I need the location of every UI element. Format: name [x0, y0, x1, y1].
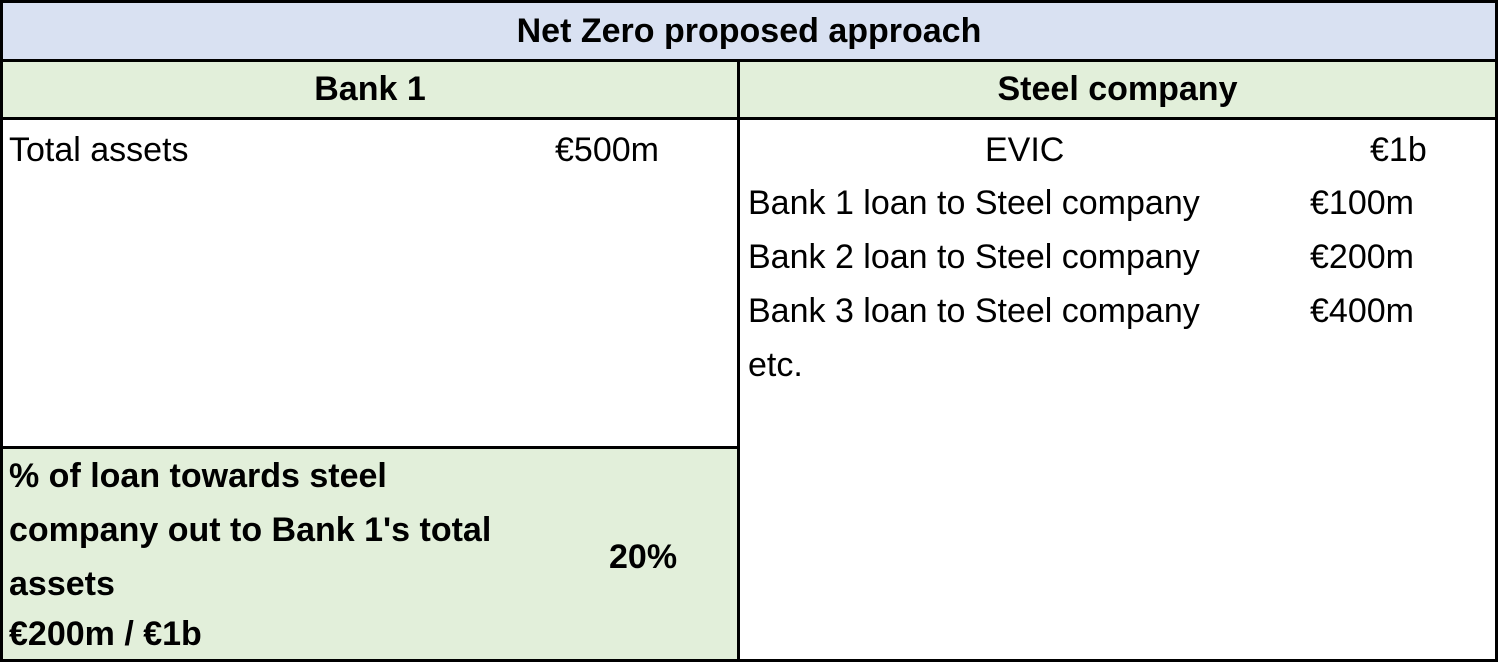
loan-row-3-value: €400m	[1310, 292, 1414, 330]
bank-column-header-cell[interactable]: Bank 1	[0, 59, 740, 120]
summary-line-2: company out to Bank 1's total	[9, 511, 492, 549]
loan-share-summary-cell[interactable]: % of loan towards steel company out to B…	[0, 446, 740, 662]
bank-column-header: Bank 1	[314, 70, 426, 108]
loan-row-1-label: Bank 1 loan to Steel company	[748, 184, 1200, 222]
bank-details-cell[interactable]: Total assets €500m	[0, 117, 740, 449]
steel-details-cell[interactable]: EVIC €1b Bank 1 loan to Steel company €1…	[737, 117, 1498, 662]
etc-text: etc.	[748, 346, 803, 384]
steel-column-header-cell[interactable]: Steel company	[737, 59, 1498, 120]
table-title-cell[interactable]: Net Zero proposed approach	[0, 0, 1498, 62]
loan-row-3-label: Bank 3 loan to Steel company	[748, 292, 1200, 330]
loan-row-2-label: Bank 2 loan to Steel company	[748, 238, 1200, 276]
evic-label: EVIC	[985, 131, 1065, 169]
total-assets-label: Total assets	[9, 131, 189, 169]
table-title: Net Zero proposed approach	[516, 11, 982, 50]
total-assets-value: €500m	[555, 131, 659, 169]
loan-row-1-value: €100m	[1310, 184, 1414, 222]
evic-value: €1b	[1370, 131, 1427, 169]
loan-row-2-value: €200m	[1310, 238, 1414, 276]
summary-line-4: €200m / €1b	[9, 615, 202, 653]
summary-percent: 20%	[609, 538, 678, 576]
summary-line-3: assets	[9, 565, 115, 603]
summary-line-1: % of loan towards steel	[9, 457, 387, 495]
steel-column-header: Steel company	[997, 70, 1238, 108]
